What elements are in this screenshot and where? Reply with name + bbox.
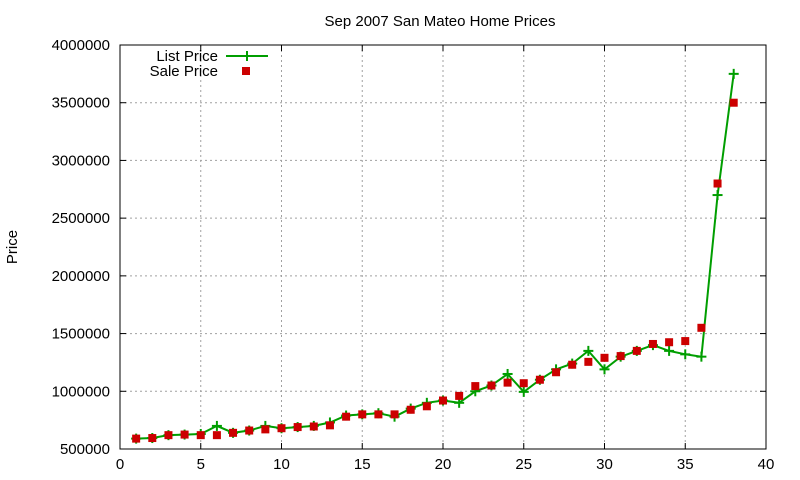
data-point-list-price bbox=[696, 351, 707, 362]
data-point-sale-price bbox=[535, 375, 544, 384]
grid-lines bbox=[120, 45, 766, 449]
data-point-sale-price bbox=[471, 382, 480, 391]
data-point-sale-price bbox=[406, 405, 415, 414]
data-point-sale-price bbox=[374, 410, 383, 419]
data-point-list-price bbox=[211, 420, 222, 431]
y-tick-label: 500000 bbox=[60, 441, 110, 458]
legend-label-list-price: List Price bbox=[156, 48, 218, 65]
data-point-sale-price bbox=[245, 426, 254, 435]
chart-title: Sep 2007 San Mateo Home Prices bbox=[325, 13, 556, 30]
data-point-sale-price bbox=[519, 379, 528, 388]
data-point-sale-price bbox=[584, 357, 593, 366]
data-point-sale-price bbox=[697, 323, 706, 332]
data-point-list-price bbox=[712, 190, 723, 201]
data-point-sale-price bbox=[455, 391, 464, 400]
data-point-list-price bbox=[583, 345, 594, 356]
data-point-sale-price bbox=[648, 339, 657, 348]
data-point-sale-price bbox=[616, 352, 625, 361]
data-point-sale-price bbox=[422, 402, 431, 411]
x-tick-label: 25 bbox=[515, 456, 532, 473]
x-tick-label: 0 bbox=[116, 456, 124, 473]
data-point-sale-price bbox=[196, 431, 205, 440]
data-point-list-price bbox=[680, 349, 691, 360]
x-tick-label: 40 bbox=[758, 456, 775, 473]
data-point-sale-price bbox=[132, 434, 141, 443]
data-point-sale-price bbox=[309, 422, 318, 431]
y-tick-label: 2500000 bbox=[52, 210, 110, 227]
legend-label-sale-price: Sale Price bbox=[150, 63, 218, 80]
data-point-sale-price bbox=[600, 353, 609, 362]
data-point-list-price bbox=[728, 68, 739, 79]
series-line-list-price bbox=[136, 73, 735, 440]
data-point-sale-price bbox=[180, 430, 189, 439]
x-tick-label: 10 bbox=[273, 456, 290, 473]
data-point-sale-price bbox=[665, 338, 674, 347]
legend-marker-sale-price bbox=[242, 67, 250, 75]
data-point-sale-price bbox=[681, 337, 690, 346]
x-tick-label: 15 bbox=[354, 456, 371, 473]
data-point-sale-price bbox=[277, 424, 286, 433]
y-axis-label: Price bbox=[4, 230, 21, 264]
legend: List Price Sale Price bbox=[150, 48, 268, 80]
y-tick-label: 3000000 bbox=[52, 152, 110, 169]
data-point-sale-price bbox=[729, 98, 738, 107]
data-point-sale-price bbox=[358, 410, 367, 419]
x-tick-label: 35 bbox=[677, 456, 694, 473]
x-tick-label: 5 bbox=[197, 456, 205, 473]
x-tick-label: 30 bbox=[596, 456, 613, 473]
y-tick-label: 2000000 bbox=[52, 268, 110, 285]
y-tick-label: 1000000 bbox=[52, 383, 110, 400]
data-point-sale-price bbox=[148, 434, 157, 443]
y-tick-label: 4000000 bbox=[52, 37, 110, 54]
data-point-sale-price bbox=[439, 396, 447, 405]
data-point-sale-price bbox=[390, 410, 399, 419]
data-point-sale-price bbox=[487, 381, 496, 390]
y-tick-label: 1500000 bbox=[52, 326, 110, 343]
data-point-list-price bbox=[518, 386, 529, 397]
legend-plus-marker bbox=[242, 51, 252, 61]
x-tick-label: 20 bbox=[435, 456, 452, 473]
data-point-sale-price bbox=[261, 425, 270, 434]
data-point-sale-price bbox=[632, 346, 641, 355]
series-layer bbox=[131, 68, 739, 444]
data-point-list-price bbox=[664, 345, 675, 356]
data-point-sale-price bbox=[713, 179, 722, 188]
data-point-sale-price bbox=[552, 368, 561, 377]
legend-marker-list-price bbox=[242, 51, 252, 61]
data-point-sale-price bbox=[229, 428, 238, 437]
data-point-sale-price bbox=[568, 360, 577, 369]
data-point-list-price bbox=[599, 364, 610, 375]
data-point-sale-price bbox=[325, 421, 334, 430]
axis-ticks: 0 5 10 15 20 25 30 35 40 500000 1000000 1500000 2000… bbox=[52, 37, 775, 473]
data-point-sale-price bbox=[342, 412, 351, 421]
data-point-sale-price bbox=[164, 431, 173, 440]
data-point-list-price bbox=[502, 368, 513, 379]
y-tick-label: 3500000 bbox=[52, 95, 110, 112]
data-point-sale-price bbox=[212, 431, 221, 440]
data-point-sale-price bbox=[293, 423, 302, 432]
data-point-sale-price bbox=[503, 378, 512, 387]
plot-frame bbox=[119, 44, 767, 450]
